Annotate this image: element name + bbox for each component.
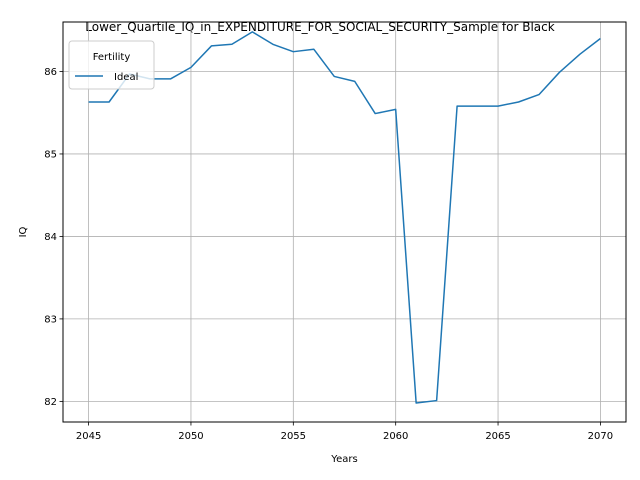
y-tick-label: 86 (44, 67, 57, 78)
data-point (333, 75, 336, 78)
data-point (108, 101, 111, 104)
legend-label-ideal: Ideal (114, 72, 138, 83)
grid (63, 22, 626, 422)
data-point (230, 43, 233, 46)
plot-frame (62, 21, 627, 423)
data-point (394, 108, 397, 111)
data-point (210, 44, 213, 47)
x-tick-label: 2070 (588, 431, 613, 442)
y-axis-label: IQ (18, 226, 29, 237)
data-point (558, 71, 561, 74)
data-point (189, 66, 192, 69)
legend-title: Fertility (93, 52, 131, 63)
data-point (517, 101, 520, 104)
x-axis-label: Years (330, 454, 357, 465)
data-point (169, 77, 172, 80)
data-point (599, 37, 602, 40)
axis-ticks: 2045 2050 2055 2060 2065 2070 82 83 84 85 86 (44, 67, 613, 442)
data-point (312, 48, 315, 51)
data-point (415, 402, 418, 405)
y-tick-label: 82 (44, 397, 57, 408)
data-point (251, 30, 254, 33)
y-tick-label: 85 (44, 149, 57, 160)
data-point (435, 399, 438, 402)
data-point (374, 112, 377, 115)
data-point (476, 105, 479, 108)
data-point (497, 105, 500, 108)
x-tick-label: 2050 (178, 431, 203, 442)
y-tick-label: 84 (44, 232, 57, 243)
x-tick-label: 2060 (383, 431, 408, 442)
legend: Fertility Ideal (68, 40, 155, 90)
y-tick-label: 83 (44, 314, 57, 325)
data-point (87, 101, 90, 104)
x-tick-label: 2055 (281, 431, 306, 442)
data-point (292, 50, 295, 53)
data-point (353, 80, 356, 83)
chart-title: Lower_Quartile_IQ_in_EXPENDITURE_FOR_SOC… (85, 20, 554, 34)
data-point (537, 93, 540, 96)
x-tick-label: 2065 (485, 431, 510, 442)
data-point (271, 43, 274, 46)
x-tick-label: 2045 (76, 431, 101, 442)
legend-box (68, 40, 155, 90)
data-point (578, 53, 581, 56)
series-line-ideal (88, 31, 601, 404)
series-layer (87, 30, 602, 405)
data-point (456, 105, 459, 108)
